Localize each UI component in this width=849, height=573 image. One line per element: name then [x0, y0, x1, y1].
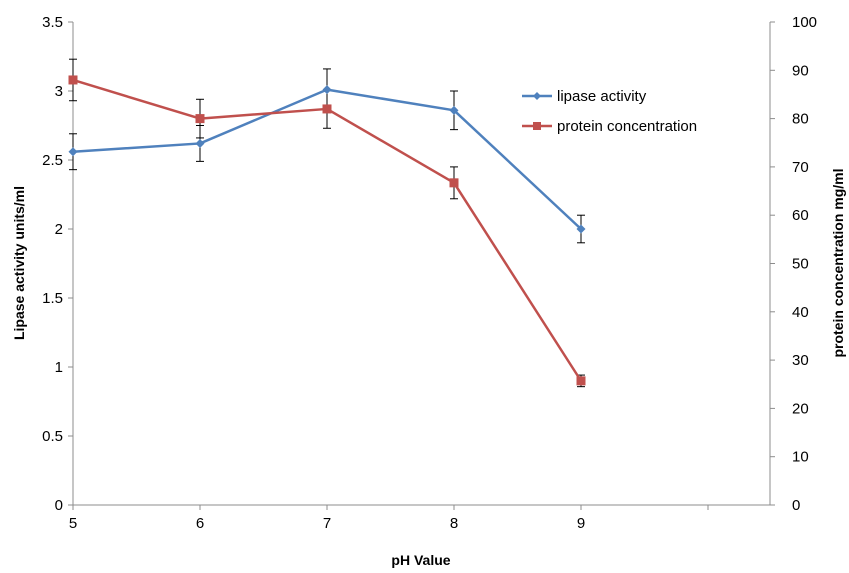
y-tick-label: 2 [55, 221, 63, 238]
data-point-lipase-activity [195, 138, 205, 148]
y2-tick-label: 100 [792, 14, 817, 31]
y2-tick-label: 80 [792, 111, 809, 128]
data-point-protein-concentration [195, 114, 205, 124]
ticks: 0 0.5 1 1.5 2 2.5 3 3.5 0 10 20 30 40 50 60 70 80 90 100 5 6… [42, 14, 817, 532]
y-tick-label: 1.5 [42, 290, 63, 307]
y-tick-label: 0 [55, 497, 63, 514]
y2-tick-label: 30 [792, 352, 809, 369]
y2-tick-label: 60 [792, 207, 809, 224]
y-tick-label: 3.5 [42, 14, 63, 31]
y2-tick-label: 40 [792, 304, 809, 321]
y-axis-title: Lipase activity units/ml [11, 186, 27, 340]
x-tick-label: 6 [196, 515, 204, 532]
y2-tick-label: 10 [792, 449, 809, 466]
x-tick-label: 7 [323, 515, 331, 532]
y2-tick-label: 50 [792, 256, 809, 273]
data-point-lipase-activity [68, 147, 78, 157]
axes [72, 22, 771, 506]
y-tick-label: 3 [55, 83, 63, 100]
y2-tick-label: 90 [792, 62, 809, 79]
legend-label-lipase-activity: lipase activity [557, 88, 647, 105]
legend: lipase activity protein concentration [522, 88, 697, 135]
y2-tick-label: 70 [792, 159, 809, 176]
y-tick-label: 1 [55, 359, 63, 376]
x-axis-title: pH Value [391, 552, 450, 568]
x-tick-label: 9 [577, 515, 585, 532]
legend-marker-lipase-activity [533, 92, 541, 100]
data-point-protein-concentration [449, 178, 459, 188]
legend-marker-protein-concentration [533, 122, 541, 130]
data-point-lipase-activity [576, 224, 586, 234]
legend-item-protein-concentration: protein concentration [522, 118, 697, 135]
y2-tick-label: 0 [792, 497, 800, 514]
y-tick-label: 0.5 [42, 428, 63, 445]
data-point-protein-concentration [576, 376, 586, 386]
x-tick-label: 8 [450, 515, 458, 532]
data-point-protein-concentration [68, 75, 78, 85]
y2-tick-label: 20 [792, 400, 809, 417]
y2-axis-title: protein concentration mg/ml [830, 168, 846, 357]
y-tick-label: 2.5 [42, 152, 63, 169]
series-markers [68, 75, 586, 386]
legend-label-protein-concentration: protein concentration [557, 118, 697, 135]
data-point-protein-concentration [322, 104, 332, 114]
data-point-lipase-activity [322, 85, 332, 95]
data-point-lipase-activity [449, 105, 459, 115]
x-tick-label: 5 [69, 515, 77, 532]
legend-item-lipase-activity: lipase activity [522, 88, 647, 105]
